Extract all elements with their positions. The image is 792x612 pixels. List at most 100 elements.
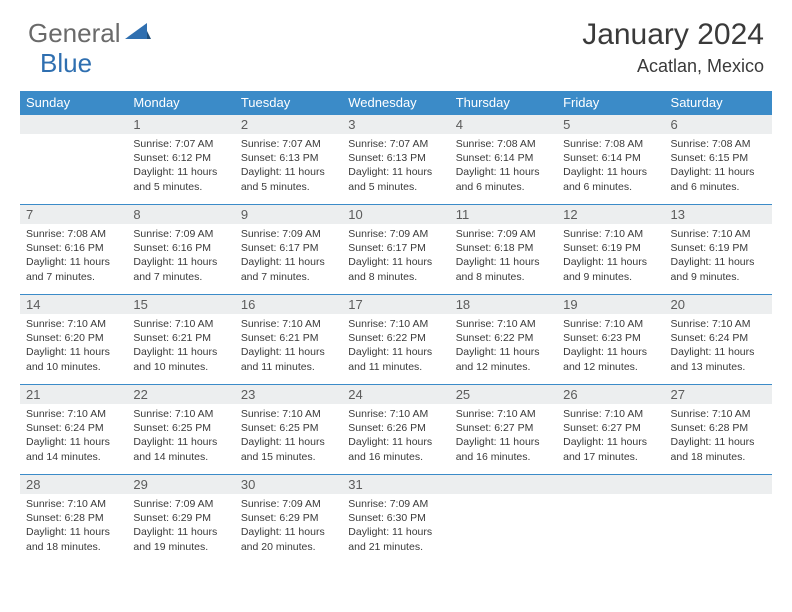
empty-day-num	[557, 475, 664, 494]
sunset-line: Sunset: 6:25 PM	[133, 421, 228, 435]
day-number: 7	[20, 205, 127, 224]
daylight-line: Daylight: 11 hours and 16 minutes.	[348, 435, 443, 463]
daylight-line: Daylight: 11 hours and 6 minutes.	[563, 165, 658, 193]
sunset-line: Sunset: 6:27 PM	[456, 421, 551, 435]
sunrise-line: Sunrise: 7:09 AM	[456, 227, 551, 241]
daylight-line: Daylight: 11 hours and 21 minutes.	[348, 525, 443, 553]
sunset-line: Sunset: 6:23 PM	[563, 331, 658, 345]
day-number: 29	[127, 475, 234, 494]
day-cell: 20Sunrise: 7:10 AMSunset: 6:24 PMDayligh…	[665, 295, 772, 385]
sunset-line: Sunset: 6:21 PM	[133, 331, 228, 345]
day-header-thursday: Thursday	[450, 91, 557, 115]
daylight-line: Daylight: 11 hours and 7 minutes.	[26, 255, 121, 283]
day-cell: 25Sunrise: 7:10 AMSunset: 6:27 PMDayligh…	[450, 385, 557, 475]
calendar-body: 1Sunrise: 7:07 AMSunset: 6:12 PMDaylight…	[20, 115, 772, 565]
day-details: Sunrise: 7:10 AMSunset: 6:28 PMDaylight:…	[20, 494, 127, 560]
day-details: Sunrise: 7:10 AMSunset: 6:20 PMDaylight:…	[20, 314, 127, 380]
sunset-line: Sunset: 6:17 PM	[241, 241, 336, 255]
sunset-line: Sunset: 6:12 PM	[133, 151, 228, 165]
sunset-line: Sunset: 6:19 PM	[563, 241, 658, 255]
day-number: 13	[665, 205, 772, 224]
day-cell: 15Sunrise: 7:10 AMSunset: 6:21 PMDayligh…	[127, 295, 234, 385]
day-cell: 13Sunrise: 7:10 AMSunset: 6:19 PMDayligh…	[665, 205, 772, 295]
day-details: Sunrise: 7:08 AMSunset: 6:14 PMDaylight:…	[557, 134, 664, 200]
daylight-line: Daylight: 11 hours and 11 minutes.	[241, 345, 336, 373]
day-cell: 30Sunrise: 7:09 AMSunset: 6:29 PMDayligh…	[235, 475, 342, 565]
daylight-line: Daylight: 11 hours and 12 minutes.	[456, 345, 551, 373]
day-cell: 4Sunrise: 7:08 AMSunset: 6:14 PMDaylight…	[450, 115, 557, 205]
day-number: 15	[127, 295, 234, 314]
week-row: 1Sunrise: 7:07 AMSunset: 6:12 PMDaylight…	[20, 115, 772, 205]
day-cell: 5Sunrise: 7:08 AMSunset: 6:14 PMDaylight…	[557, 115, 664, 205]
sunrise-line: Sunrise: 7:08 AM	[563, 137, 658, 151]
sunrise-line: Sunrise: 7:09 AM	[241, 227, 336, 241]
day-number: 4	[450, 115, 557, 134]
day-details: Sunrise: 7:10 AMSunset: 6:28 PMDaylight:…	[665, 404, 772, 470]
sunrise-line: Sunrise: 7:10 AM	[456, 317, 551, 331]
day-header-tuesday: Tuesday	[235, 91, 342, 115]
sunrise-line: Sunrise: 7:09 AM	[241, 497, 336, 511]
day-cell: 9Sunrise: 7:09 AMSunset: 6:17 PMDaylight…	[235, 205, 342, 295]
daylight-line: Daylight: 11 hours and 10 minutes.	[26, 345, 121, 373]
daylight-line: Daylight: 11 hours and 10 minutes.	[133, 345, 228, 373]
sunrise-line: Sunrise: 7:09 AM	[348, 227, 443, 241]
daylight-line: Daylight: 11 hours and 12 minutes.	[563, 345, 658, 373]
day-cell: 26Sunrise: 7:10 AMSunset: 6:27 PMDayligh…	[557, 385, 664, 475]
day-number: 12	[557, 205, 664, 224]
sunset-line: Sunset: 6:22 PM	[456, 331, 551, 345]
logo-text-blue: Blue	[40, 48, 92, 79]
day-number: 20	[665, 295, 772, 314]
daylight-line: Daylight: 11 hours and 6 minutes.	[456, 165, 551, 193]
daylight-line: Daylight: 11 hours and 9 minutes.	[563, 255, 658, 283]
day-details: Sunrise: 7:08 AMSunset: 6:15 PMDaylight:…	[665, 134, 772, 200]
sunset-line: Sunset: 6:26 PM	[348, 421, 443, 435]
daylight-line: Daylight: 11 hours and 9 minutes.	[671, 255, 766, 283]
day-details: Sunrise: 7:10 AMSunset: 6:19 PMDaylight:…	[557, 224, 664, 290]
daylight-line: Daylight: 11 hours and 14 minutes.	[133, 435, 228, 463]
day-number: 6	[665, 115, 772, 134]
day-number: 19	[557, 295, 664, 314]
day-cell	[450, 475, 557, 565]
day-number: 26	[557, 385, 664, 404]
sunset-line: Sunset: 6:20 PM	[26, 331, 121, 345]
day-header-sunday: Sunday	[20, 91, 127, 115]
daylight-line: Daylight: 11 hours and 11 minutes.	[348, 345, 443, 373]
calendar-table: SundayMondayTuesdayWednesdayThursdayFrid…	[20, 91, 772, 565]
daylight-line: Daylight: 11 hours and 13 minutes.	[671, 345, 766, 373]
day-number: 9	[235, 205, 342, 224]
sunset-line: Sunset: 6:30 PM	[348, 511, 443, 525]
sunrise-line: Sunrise: 7:08 AM	[671, 137, 766, 151]
day-number: 25	[450, 385, 557, 404]
daylight-line: Daylight: 11 hours and 8 minutes.	[348, 255, 443, 283]
location: Acatlan, Mexico	[582, 56, 764, 77]
day-number: 22	[127, 385, 234, 404]
day-details: Sunrise: 7:09 AMSunset: 6:18 PMDaylight:…	[450, 224, 557, 290]
sunset-line: Sunset: 6:22 PM	[348, 331, 443, 345]
day-details: Sunrise: 7:10 AMSunset: 6:26 PMDaylight:…	[342, 404, 449, 470]
logo: General	[28, 18, 153, 49]
day-cell: 11Sunrise: 7:09 AMSunset: 6:18 PMDayligh…	[450, 205, 557, 295]
week-row: 14Sunrise: 7:10 AMSunset: 6:20 PMDayligh…	[20, 295, 772, 385]
day-cell: 18Sunrise: 7:10 AMSunset: 6:22 PMDayligh…	[450, 295, 557, 385]
day-details: Sunrise: 7:10 AMSunset: 6:21 PMDaylight:…	[235, 314, 342, 380]
day-cell: 31Sunrise: 7:09 AMSunset: 6:30 PMDayligh…	[342, 475, 449, 565]
sunrise-line: Sunrise: 7:09 AM	[133, 227, 228, 241]
day-details: Sunrise: 7:10 AMSunset: 6:22 PMDaylight:…	[450, 314, 557, 380]
day-number: 14	[20, 295, 127, 314]
day-header-monday: Monday	[127, 91, 234, 115]
sunrise-line: Sunrise: 7:10 AM	[671, 227, 766, 241]
day-details: Sunrise: 7:10 AMSunset: 6:19 PMDaylight:…	[665, 224, 772, 290]
day-details: Sunrise: 7:10 AMSunset: 6:25 PMDaylight:…	[235, 404, 342, 470]
sunrise-line: Sunrise: 7:09 AM	[348, 497, 443, 511]
day-cell: 6Sunrise: 7:08 AMSunset: 6:15 PMDaylight…	[665, 115, 772, 205]
day-number: 5	[557, 115, 664, 134]
day-details: Sunrise: 7:10 AMSunset: 6:27 PMDaylight:…	[450, 404, 557, 470]
sunset-line: Sunset: 6:28 PM	[26, 511, 121, 525]
day-cell: 3Sunrise: 7:07 AMSunset: 6:13 PMDaylight…	[342, 115, 449, 205]
day-cell: 28Sunrise: 7:10 AMSunset: 6:28 PMDayligh…	[20, 475, 127, 565]
day-cell: 2Sunrise: 7:07 AMSunset: 6:13 PMDaylight…	[235, 115, 342, 205]
sunset-line: Sunset: 6:14 PM	[563, 151, 658, 165]
day-number: 23	[235, 385, 342, 404]
day-cell	[557, 475, 664, 565]
sunrise-line: Sunrise: 7:10 AM	[348, 317, 443, 331]
